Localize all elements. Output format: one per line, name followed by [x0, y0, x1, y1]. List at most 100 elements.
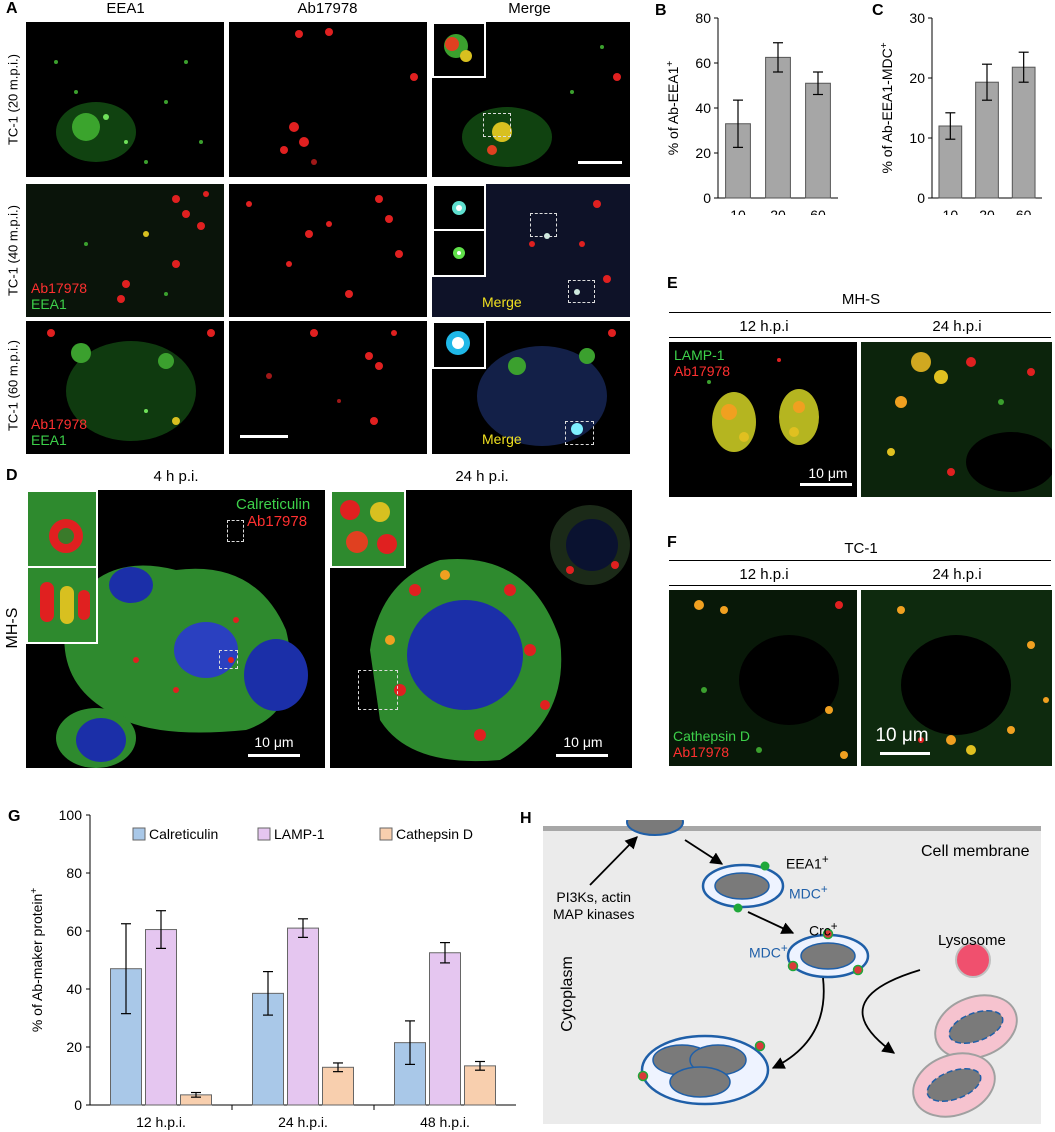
c-ylabel: % of Ab-EEA1-MDC+: [879, 42, 896, 173]
h-eea1-label: EEA1+: [786, 853, 829, 872]
panel-b-label: B: [655, 2, 667, 19]
c-ytick-label-1: 10: [909, 130, 925, 146]
d-4h-zoom-box-2: [219, 650, 238, 669]
h-lysosome-label: Lysosome: [938, 932, 1006, 949]
g-legend-label-0: Calreticulin: [149, 826, 218, 842]
a-r1-merge-inset: [432, 22, 486, 78]
a-col-title-eea1: EEA1: [106, 0, 145, 17]
d-legend-green: Calreticulin: [236, 496, 311, 513]
a-r3-merge-label: Merge: [482, 431, 522, 447]
f-rule-bottom: [669, 585, 1051, 586]
f-legend-red: Ab17978: [673, 744, 730, 760]
f-cell-title: TC-1: [844, 540, 878, 557]
g-bar-1-0: [145, 929, 177, 1106]
f-12h-image: [669, 590, 857, 766]
h-mdc2-label: MDC+: [749, 942, 788, 961]
h-eea1-bacterium: [714, 872, 770, 900]
d-4h-zoom-box-1: [227, 520, 244, 542]
f-col-title-24: 24 h.p.i: [932, 566, 982, 583]
f-scale-bar: [880, 752, 930, 755]
b-xtick-label-2: 60: [810, 207, 826, 215]
a-r3-scale-bar: [240, 435, 288, 438]
d-4h-inset-2: [26, 566, 98, 644]
a-r2-merge-inset-2: [432, 229, 486, 277]
g-xtick-label-1: 24 h.p.i.: [278, 1114, 328, 1130]
h-crc-marker-top: [822, 928, 834, 940]
e-col-title-12: 12 h.p.i: [739, 318, 789, 335]
d-4h-scale-text: 10 μm: [254, 734, 294, 750]
h-crc-sup: +: [830, 920, 838, 933]
h-pathway-line1: PI3Ks, actin: [556, 889, 632, 905]
a-r2-label-eea1: EEA1: [31, 296, 67, 312]
h-er-bacterium-3: [669, 1066, 731, 1098]
panel-d-label: D: [6, 467, 18, 484]
h-pathway-line2: MAP kinases: [553, 906, 635, 922]
g-ytick-label-1: 20: [66, 1039, 82, 1055]
e-rule-bottom: [669, 337, 1051, 338]
h-eea1-sup: +: [821, 853, 829, 866]
h-mdc1-sup: +: [820, 883, 828, 896]
a-r1-zoom-box: [483, 113, 511, 137]
e-12h-image: [669, 342, 857, 497]
f-rule-top: [669, 560, 1051, 561]
c-ytick-label-3: 30: [909, 10, 925, 26]
d-side-label: MH-S: [4, 607, 21, 649]
g-bar-0-1: [252, 992, 284, 1106]
f-24h-image: [861, 590, 1052, 766]
c-ytick-label-2: 20: [909, 70, 925, 86]
h-er-marker-right: [754, 1040, 766, 1052]
a-col-title-ab: Ab17978: [297, 0, 358, 17]
a-r2-merge-inset-1: [432, 184, 486, 232]
g-ytick-label-3: 60: [66, 923, 82, 939]
a-r3-label-eea1: EEA1: [31, 432, 67, 448]
h-cell-membrane-label: Cell membrane: [921, 843, 1030, 860]
h-eea1-marker-bottom: [733, 903, 743, 913]
h-crc-text: Crc: [809, 922, 831, 939]
g-ytick-label-0: 0: [74, 1097, 82, 1113]
a-r2-ab-image: [229, 184, 427, 317]
g-xtick-label-2: 48 h.p.i.: [420, 1114, 470, 1130]
h-mdc2-text: MDC: [749, 944, 781, 961]
a-r1-scale-bar: [578, 161, 622, 164]
a-r2-eea1-image: [26, 184, 224, 317]
g-legend-swatch-1: [257, 827, 271, 841]
d-col-title-24h: 24 h p.i.: [455, 468, 509, 485]
a-r1-ab-image: [229, 22, 427, 177]
e-24h-image: [861, 342, 1052, 497]
h-bacterium-entering: [626, 820, 684, 836]
b-bar-2: [805, 82, 831, 199]
f-legend-green: Cathepsin D: [673, 728, 751, 744]
e-legend-red: Ab17978: [674, 363, 731, 379]
d-4h-scale-bar: [248, 754, 300, 757]
d-4h-inset-1: [26, 490, 98, 568]
d-24h-scale-text: 10 μm: [563, 734, 603, 750]
a-r3-ab-image: [229, 321, 427, 454]
h-mdc1-text: MDC: [789, 885, 821, 902]
e-cell-title: MH-S: [841, 291, 881, 308]
c-ytick-label-0: 0: [917, 190, 925, 206]
h-arrow-to-er: [771, 977, 825, 1069]
b-xtick-label-0: 10: [730, 207, 746, 215]
a-r2-zoom-box-2: [568, 280, 595, 303]
f-col-title-12: 12 h.p.i: [739, 566, 789, 583]
d-col-title-4h: 4 h p.i.: [153, 468, 199, 485]
h-mdc2-sup: +: [780, 942, 788, 955]
panel-f-label: F: [667, 534, 677, 551]
g-legend-swatch-0: [132, 827, 146, 841]
a-r3-zoom-box: [565, 421, 594, 445]
d-24h-zoom-box: [358, 670, 398, 710]
g-bar-2-1: [322, 1066, 354, 1106]
h-mdc1-label: MDC+: [789, 883, 828, 902]
g-xtick-label-0: 12 h.p.i.: [136, 1114, 186, 1130]
c-xtick-label-2: 60: [1016, 207, 1032, 215]
h-arrow-to-eea1: [684, 839, 724, 865]
e-col-title-24: 24 h.p.i: [932, 318, 982, 335]
h-crc-marker-right: [852, 964, 864, 976]
g-bar-1-2: [429, 952, 461, 1106]
b-ytick-label-2: 40: [695, 100, 711, 116]
a-r3-eea1-image: [26, 321, 224, 454]
h-arrow-to-lyso: [861, 969, 921, 1054]
g-legend-label-1: LAMP-1: [274, 826, 325, 842]
a-row-label-60: TC-1 (60 m.p.i.): [5, 340, 21, 432]
h-lysosome: [955, 942, 991, 978]
